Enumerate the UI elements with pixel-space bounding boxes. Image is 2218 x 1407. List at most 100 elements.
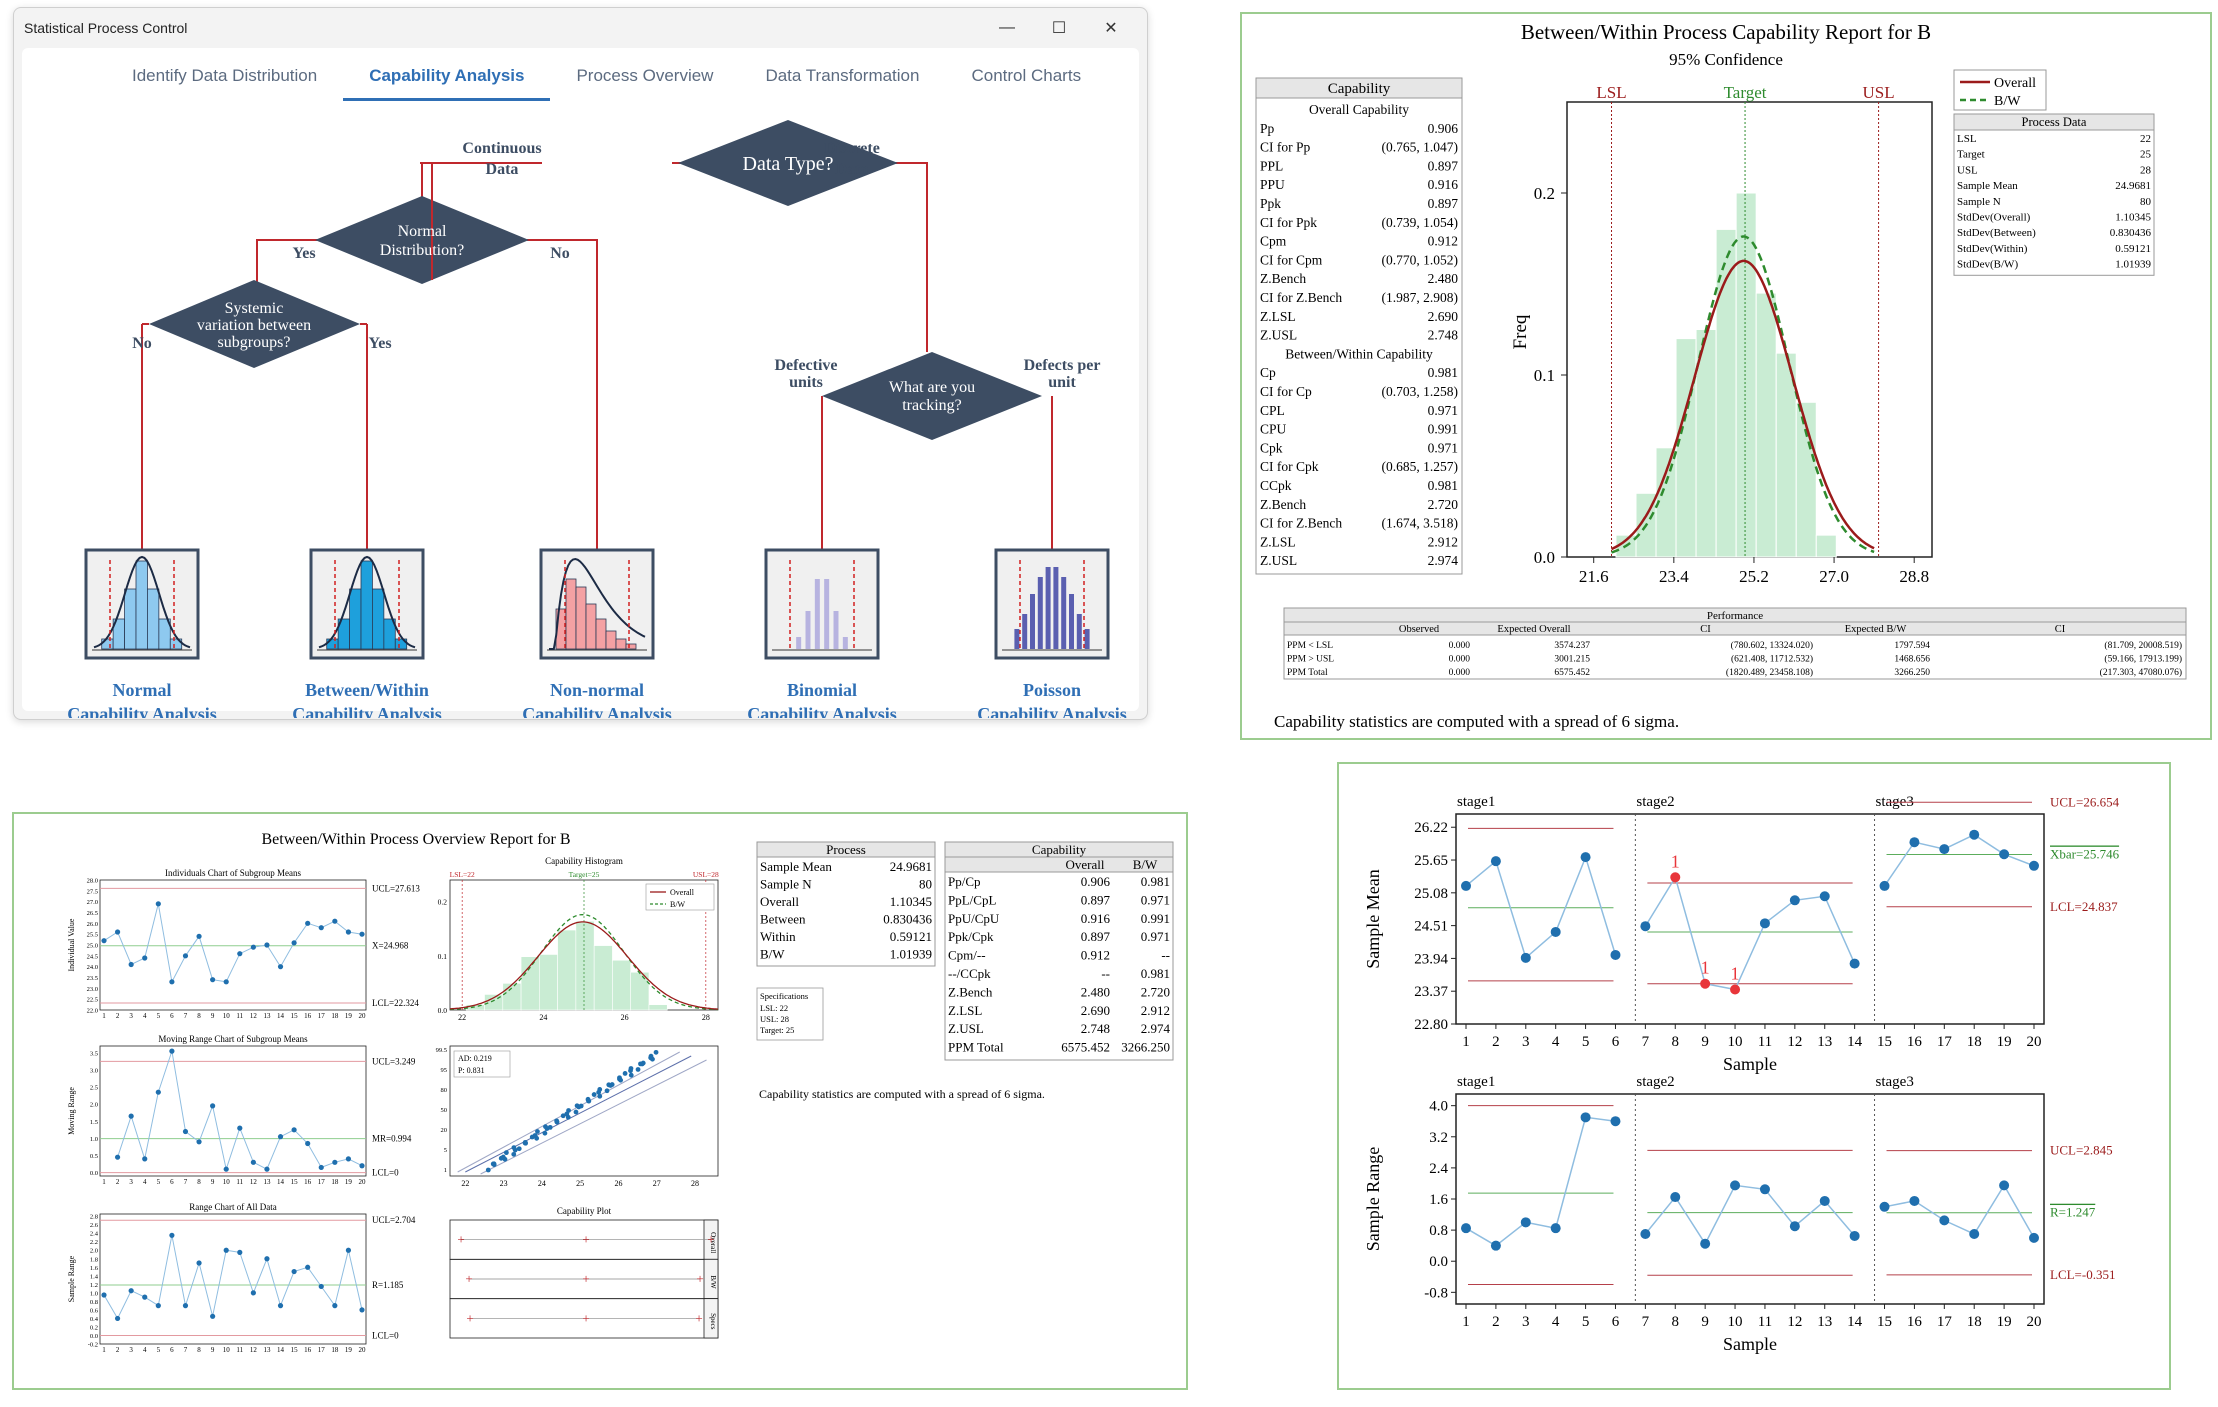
option-thumbnail-normal[interactable] xyxy=(84,548,200,660)
x-tick-label: 16 xyxy=(304,1178,312,1186)
option-normal-line1[interactable]: Normal xyxy=(113,680,172,700)
x-tick-label: 10 xyxy=(223,1178,231,1186)
data-point xyxy=(566,1108,571,1113)
y-tick-label: 24.51 xyxy=(1414,919,1448,935)
data-point xyxy=(1849,1230,1860,1241)
option-thumbnail-binomial[interactable] xyxy=(764,548,880,660)
x-tick-label: 20 xyxy=(2027,1314,2042,1330)
data-point xyxy=(1580,852,1591,863)
option-non-normal-line2[interactable]: Capability Analysis xyxy=(522,704,672,718)
thumbnail-bar xyxy=(1069,594,1074,649)
y-tick-label: 0.6 xyxy=(90,1307,99,1314)
defects-label-2: unit xyxy=(1048,374,1076,391)
capability-bw-value: 2.912 xyxy=(1141,1003,1170,1018)
capability-body-box xyxy=(944,871,1174,1061)
option-between-within-line2[interactable]: Capability Analysis xyxy=(292,704,442,718)
specifications-title: Specifications xyxy=(760,991,808,1001)
data-point xyxy=(1700,1238,1711,1249)
capability-stat-value: 0.897 xyxy=(1428,158,1459,173)
y-tick-label: 4.0 xyxy=(1429,1099,1448,1115)
y-tick-label: 24.5 xyxy=(87,953,98,960)
series-line xyxy=(1884,1183,2035,1239)
capability-overall-value: 0.897 xyxy=(1081,892,1111,907)
performance-column-header: CI xyxy=(1700,624,1711,635)
performance-column-header: Observed xyxy=(1399,624,1440,635)
tab-data-transformation[interactable]: Data Transformation xyxy=(765,66,920,85)
x-tick-label: 20 xyxy=(359,1012,367,1020)
overview-probability-plot: AD: 0.219 P: 0.831 99.5 95 80 50 20 5 1 22 23 24 25 2… xyxy=(436,1045,719,1188)
capability-stat-name: CI for Ppk xyxy=(1260,215,1317,230)
option-non-normal-line1[interactable]: Non-normal xyxy=(550,680,644,700)
tab-capability-analysis[interactable]: Capability Analysis xyxy=(343,66,551,101)
lcl-label: LCL=0 xyxy=(372,1330,399,1340)
close-button[interactable]: ✕ xyxy=(1104,20,1118,37)
discrete-label-1: Discrete xyxy=(824,140,880,157)
capability-stat-value: 0.971 xyxy=(1428,440,1458,455)
capability-overall-value: 2.748 xyxy=(1081,1021,1110,1036)
x-tick-label: 5 xyxy=(1582,1314,1590,1330)
option-between-within-line1[interactable]: Between/Within xyxy=(305,680,429,700)
data-point xyxy=(573,1109,579,1115)
plot-area xyxy=(1455,1093,2045,1305)
data-point xyxy=(1819,891,1830,902)
moving_range_chart: Moving Range Chart of Subgroup Means UCL=… xyxy=(67,1034,416,1186)
performance-cell: 6575.452 xyxy=(1554,668,1590,678)
capability-stat-name: PPM Total xyxy=(948,1040,1004,1055)
option-binomial-line1[interactable]: Binomial xyxy=(787,680,857,700)
x-tick-label: 28.8 xyxy=(1899,567,1929,586)
tab-control-charts[interactable]: Control Charts xyxy=(971,66,1082,85)
y-tick-label: 22.80 xyxy=(1414,1017,1448,1033)
connector-discrete xyxy=(898,162,928,352)
data-point xyxy=(574,1103,580,1109)
defects-label-1: Defects per xyxy=(1024,357,1101,374)
x-tick-label: 13 xyxy=(263,1012,271,1020)
tracking-label-2: tracking? xyxy=(902,397,962,414)
bw-curve xyxy=(1611,235,1875,554)
thumbnail-frame xyxy=(994,548,1110,660)
y-tick-label: 26.0 xyxy=(87,921,98,928)
data-point xyxy=(1610,1116,1621,1127)
capability-stat-value: (0.739, 1.054) xyxy=(1382,215,1459,230)
chart-title: Individuals Chart of Subgroup Means xyxy=(165,868,301,878)
option-poisson-line1[interactable]: Poisson xyxy=(1023,680,1081,700)
thumbnail-bar xyxy=(842,637,848,649)
option-binomial-line2[interactable]: Capability Analysis xyxy=(747,704,897,718)
option-thumbnail-nonnormal[interactable] xyxy=(539,548,655,660)
data-point xyxy=(1550,926,1561,937)
yes-label-systemic: Yes xyxy=(368,335,391,352)
option-normal-line2[interactable]: Capability Analysis xyxy=(67,704,217,718)
x-tick-label: 4 xyxy=(143,1012,147,1020)
y-tick-label: 0.5 xyxy=(90,1153,98,1160)
tracking-node xyxy=(822,352,1042,440)
process-data-name: StdDev(Between) xyxy=(1957,227,2036,239)
thumbnail-bar xyxy=(1076,614,1082,649)
data-point xyxy=(169,1232,175,1238)
data-point xyxy=(1819,1195,1830,1206)
tab-process-overview[interactable]: Process Overview xyxy=(576,66,714,85)
data-point xyxy=(305,1264,311,1270)
x-tick-label: 18 xyxy=(331,1012,339,1020)
histogram-bar xyxy=(648,1004,668,1011)
y-tick-label: 0.0 xyxy=(90,1170,98,1177)
option-poisson-line2[interactable]: Capability Analysis xyxy=(977,704,1127,718)
capability-report-panel: Between/Within Process Capability Report… xyxy=(1240,12,2212,740)
y-tick-label: 0.2 xyxy=(1534,184,1555,203)
thumbnail-bar xyxy=(135,560,148,650)
minimize-button[interactable]: — xyxy=(999,19,1015,36)
data-point xyxy=(1490,1240,1501,1251)
capability-report: Between/Within Process Capability Report… xyxy=(1255,20,2187,731)
x-tick-label: 3 xyxy=(129,1178,133,1186)
data-point xyxy=(114,1154,121,1160)
data-point xyxy=(604,1088,610,1094)
tab-identify-data-distribution[interactable]: Identify Data Distribution xyxy=(132,66,318,85)
maximize-button[interactable]: ☐ xyxy=(1051,20,1067,37)
x-axis-label: Sample xyxy=(1723,1054,1777,1074)
y-tick-label: 0.0 xyxy=(438,1006,448,1015)
x-tick-label: 12 xyxy=(1787,1034,1802,1050)
x-tick-label: 28 xyxy=(691,1179,699,1188)
x-tick-label: 3 xyxy=(129,1346,133,1354)
spec-label-usl: USL xyxy=(1863,83,1895,102)
option-thumbnail-poisson[interactable] xyxy=(994,548,1110,660)
option-thumbnail-bw[interactable] xyxy=(309,548,425,660)
